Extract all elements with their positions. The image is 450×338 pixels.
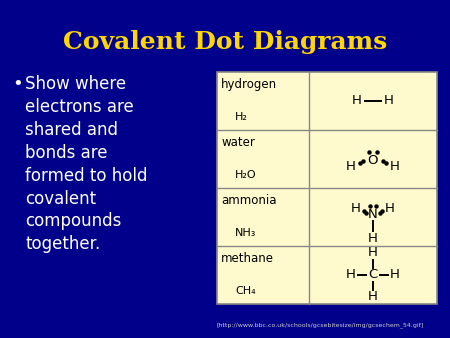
Text: H: H xyxy=(385,201,395,215)
Text: H: H xyxy=(346,268,356,282)
Text: Show where
electrons are
shared and
bonds are
formed to hold
covalent
compounds
: Show where electrons are shared and bond… xyxy=(25,75,148,253)
Text: H: H xyxy=(351,201,361,215)
Text: H: H xyxy=(390,268,400,282)
Text: H₂O: H₂O xyxy=(235,170,256,180)
Text: H: H xyxy=(368,290,378,304)
Text: methane: methane xyxy=(221,252,274,265)
Bar xyxy=(217,72,437,304)
Text: O: O xyxy=(368,154,378,168)
Text: H₂: H₂ xyxy=(235,112,248,122)
Text: NH₃: NH₃ xyxy=(235,228,256,238)
Text: •: • xyxy=(12,75,23,93)
Text: H: H xyxy=(368,246,378,260)
Text: water: water xyxy=(221,136,255,149)
Text: H: H xyxy=(346,161,356,173)
Text: N: N xyxy=(368,209,378,221)
Text: H: H xyxy=(384,95,394,107)
Text: C: C xyxy=(369,268,378,282)
Text: H: H xyxy=(352,95,362,107)
Text: H: H xyxy=(390,161,400,173)
Text: ammonia: ammonia xyxy=(221,194,276,207)
Text: H: H xyxy=(368,232,378,244)
Text: CH₄: CH₄ xyxy=(235,286,256,296)
Text: [http://www.bbc.co.uk/schools/gcsebitesize/img/gcsechem_54.gif]: [http://www.bbc.co.uk/schools/gcsebitesi… xyxy=(216,322,423,328)
Text: hydrogen: hydrogen xyxy=(221,78,277,91)
Text: Covalent Dot Diagrams: Covalent Dot Diagrams xyxy=(63,30,387,54)
